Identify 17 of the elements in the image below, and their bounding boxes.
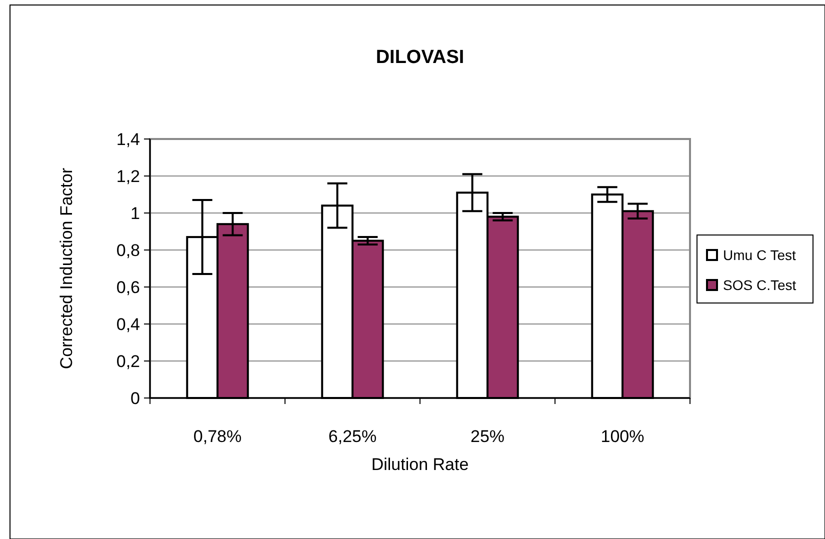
chart-title: DILOVASI [376, 47, 464, 68]
y-tick-label: 0,4 [116, 314, 140, 334]
y-tick-label: 0 [130, 388, 140, 408]
x-axis-title: Dilution Rate [371, 455, 469, 474]
y-tick-label: 1 [130, 204, 140, 223]
legend-label: SOS C.Test [723, 276, 796, 293]
x-tick-label: 25% [470, 427, 505, 446]
y-tick-label: 1,4 [116, 130, 140, 149]
y-tick-label: 0,2 [116, 352, 140, 371]
x-tick-label: 6,25% [328, 427, 377, 446]
y-tick-label: 0,6 [116, 278, 140, 297]
y-tick-label: 1,2 [116, 166, 140, 186]
y-axis-title: Corrected Induction Factor [57, 168, 76, 370]
x-tick-label: 100% [600, 427, 644, 446]
legend-label: Umu C Test [723, 246, 796, 263]
x-tick-label: 0,78% [193, 427, 242, 446]
y-tick-label: 0,8 [116, 240, 140, 260]
